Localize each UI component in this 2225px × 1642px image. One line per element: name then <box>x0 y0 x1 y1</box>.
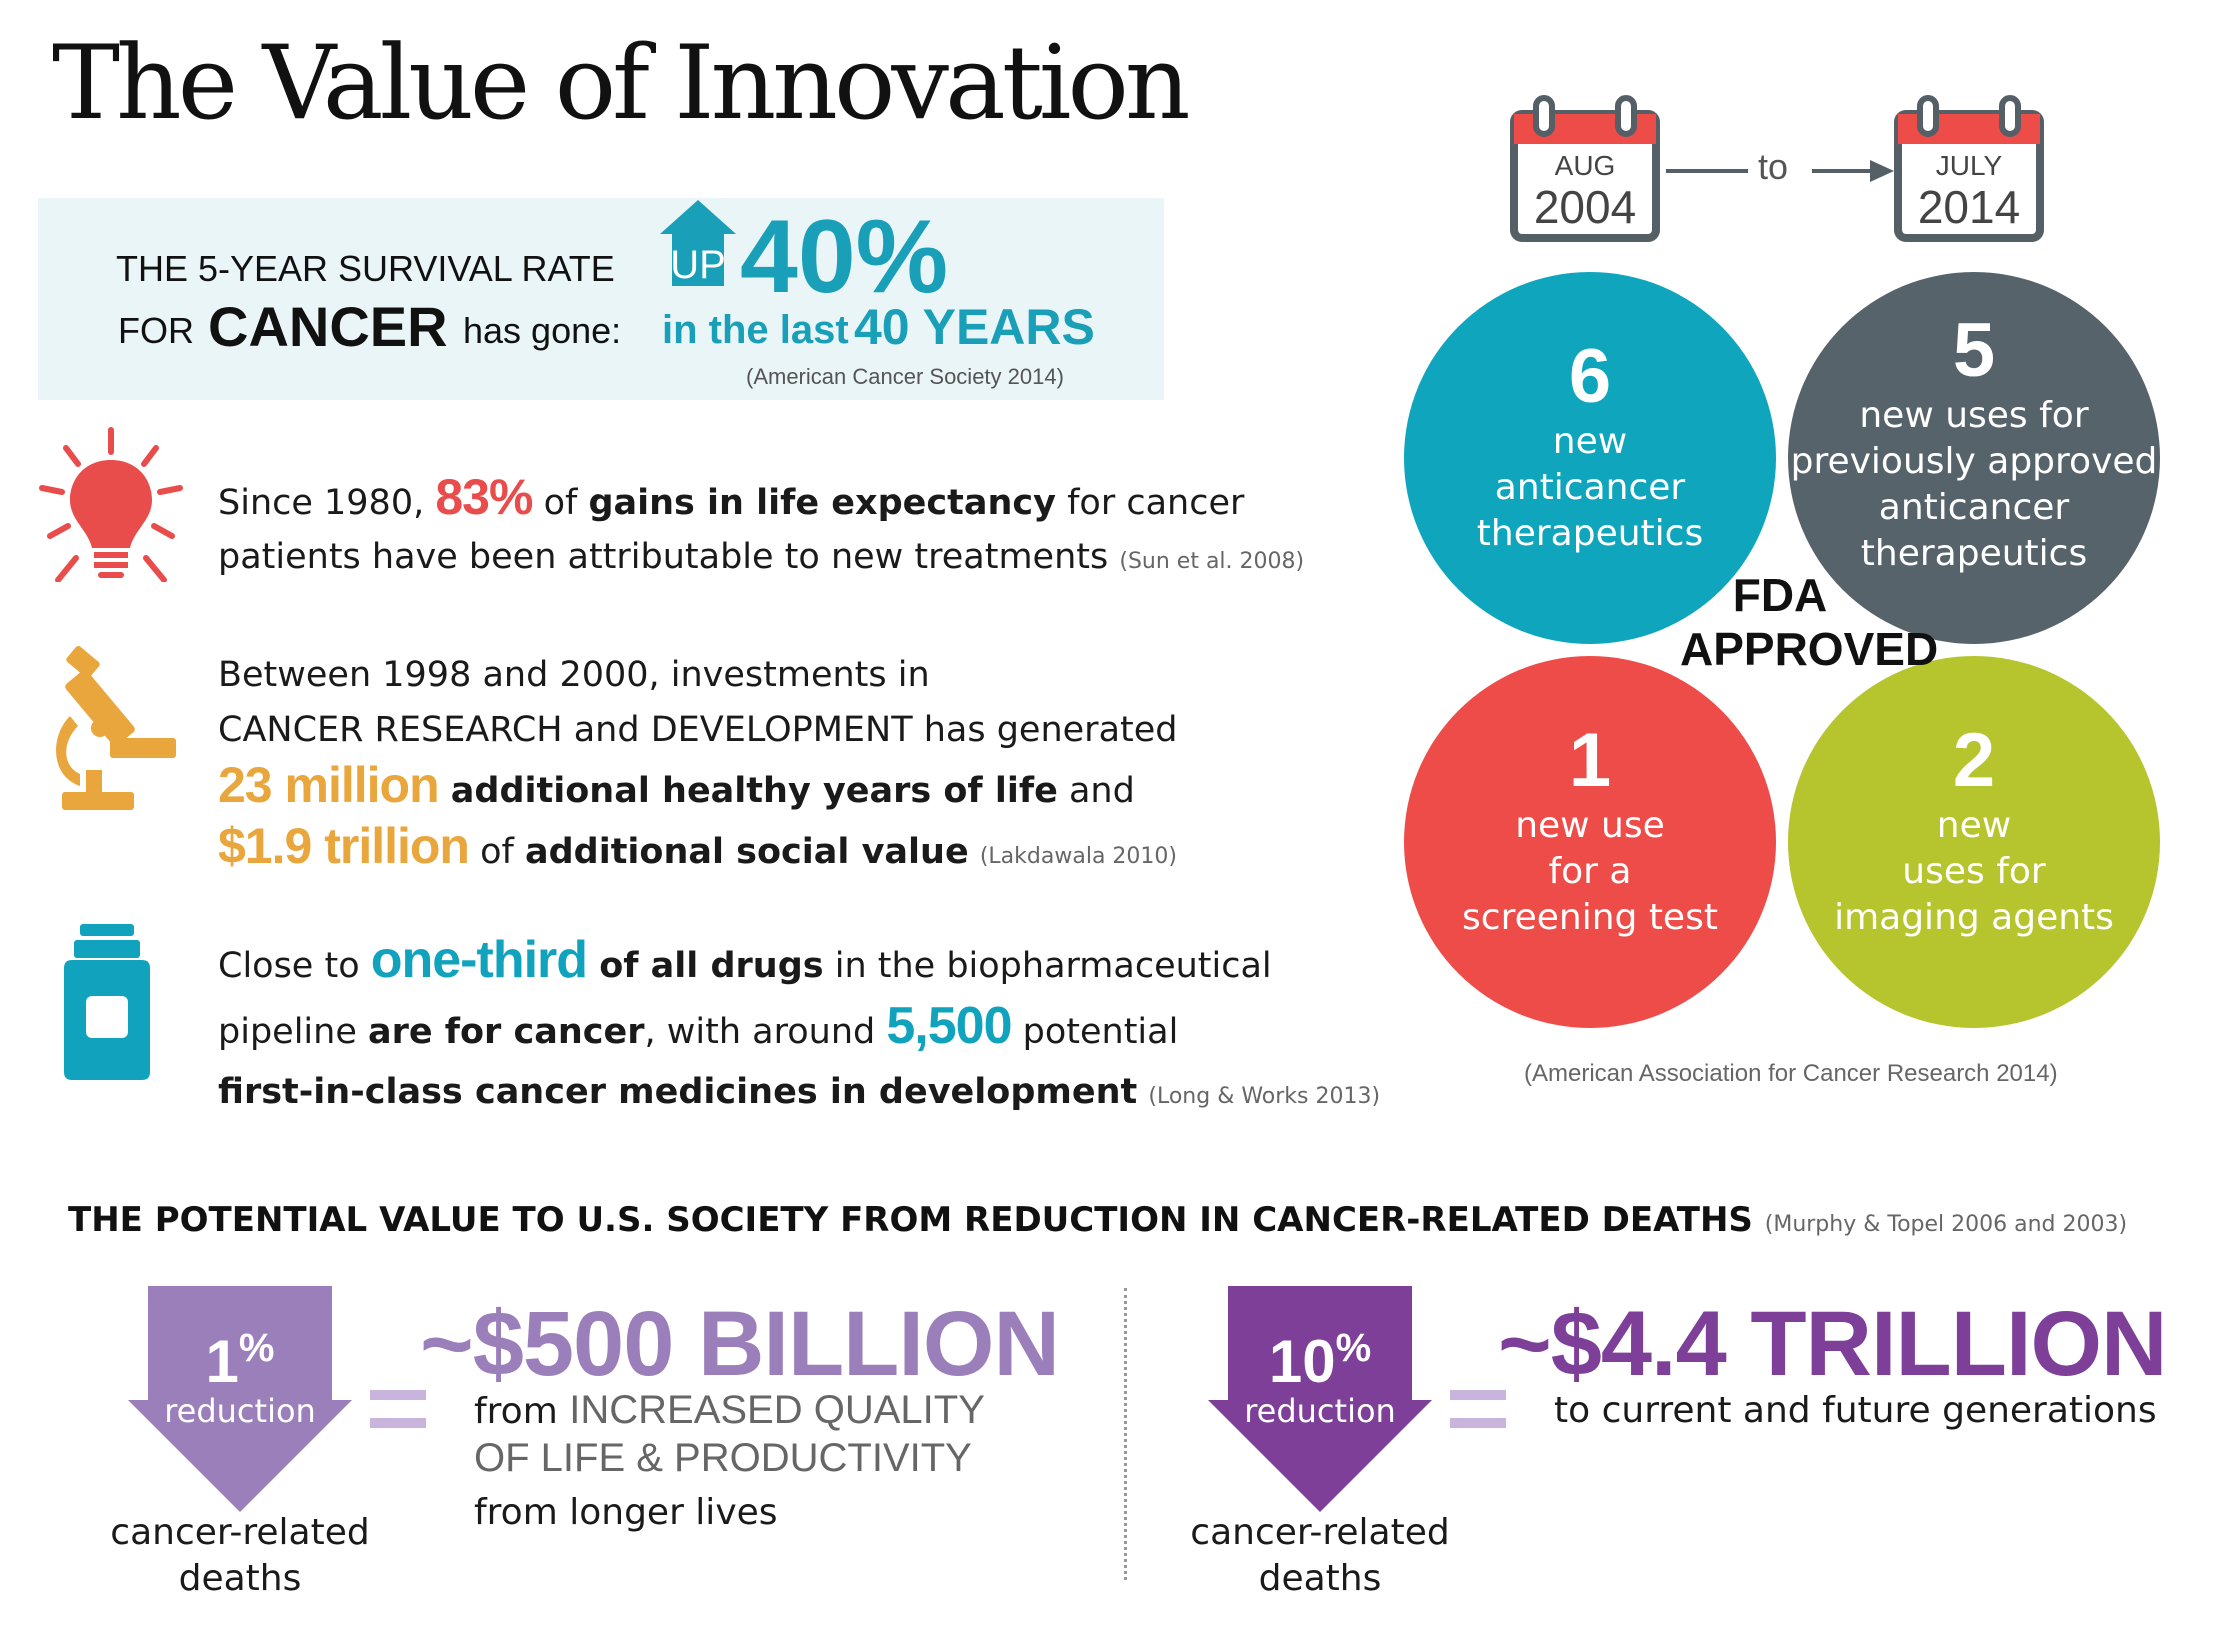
value-4-4-trillion: ~$4.4 TRILLION <box>1498 1293 2167 1395</box>
fda-circle-number: 5 <box>1952 308 1996 393</box>
value-500-line1a: from <box>474 1391 570 1432</box>
fact3-text-f: , with around <box>644 1012 887 1052</box>
reduction-10pct-label: reduction <box>1244 1392 1396 1430</box>
fact3-text-g: potential <box>1011 1012 1179 1052</box>
survival-has-gone-label: has gone: <box>463 310 622 351</box>
fact3-text-d: pipeline <box>218 1012 368 1052</box>
survival-years: 40 YEARS <box>854 299 1095 355</box>
fda-circle-number: 1 <box>1568 718 1612 803</box>
fda-circle-number: 6 <box>1568 334 1612 419</box>
equals-sign-bottom <box>1450 1418 1506 1428</box>
section-divider <box>1124 1288 1127 1580</box>
calendar-start-year: 2004 <box>1533 181 1637 233</box>
fda-circle-new-uses: 5 new uses for previously approved antic… <box>1788 272 2160 644</box>
fact1-text-a: Since 1980, <box>218 483 436 523</box>
fda-circle-description: new uses for previously approved antican… <box>1790 395 2158 574</box>
microscope-icon <box>56 646 176 810</box>
lightbulb-icon <box>39 427 183 582</box>
equals-sign-bottom <box>370 1418 426 1428</box>
down-arrow-1pct-icon <box>128 1286 352 1512</box>
fda-approved-label: FDA APPROVED <box>1680 569 1939 675</box>
fact3-text-e: are for cancer <box>367 1012 645 1052</box>
fact3-value-third: one-third <box>370 931 588 989</box>
fact1-text-d: for cancer <box>1055 483 1245 523</box>
fact3-text-c: in the biopharmaceutical <box>823 946 1272 986</box>
reduction-1pct-label: reduction <box>164 1392 316 1430</box>
page-title: The Value of Innovation <box>52 24 1191 143</box>
calendar-end-year: 2014 <box>1917 181 2021 233</box>
fact1-citation: (Sun et al. 2008) <box>1119 549 1305 574</box>
fact3-text-h: first-in-class cancer medicines in devel… <box>218 1072 1138 1112</box>
bottom-heading-text: THE POTENTIAL VALUE TO U.S. SOCIETY FROM… <box>68 1200 1753 1240</box>
value-500-line1: from INCREASED QUALITY <box>474 1388 985 1433</box>
fact1-text-c: gains in life expectancy <box>588 483 1056 523</box>
fact3-text-a: Close to <box>218 946 371 986</box>
fact1-text-e: patients have been attributable to new t… <box>218 537 1120 577</box>
survival-line-1: THE 5-YEAR SURVIVAL RATE <box>116 248 615 289</box>
reduction-1pct-value: 1% <box>145 1326 335 1396</box>
bottom-section-heading: THE POTENTIAL VALUE TO U.S. SOCIETY FROM… <box>68 1200 2127 1240</box>
fact-life-expectancy: Since 1980, 83% of gains in life expecta… <box>218 470 1304 589</box>
reduction-10pct-number: 10 <box>1268 1328 1336 1395</box>
up-arrow-icon: UP <box>660 200 736 287</box>
medicine-bottle-icon <box>64 924 150 1080</box>
value-500-line2: OF LIFE & PRODUCTIVITY <box>474 1436 972 1480</box>
fact-drug-pipeline: Close to one-third of all drugs in the b… <box>218 930 1380 1127</box>
survival-cancer-label: CANCER <box>208 295 448 358</box>
bottom-heading-citation: (Murphy & Topel 2006 and 2003) <box>1764 1212 2128 1237</box>
up-label: UP <box>670 243 726 287</box>
fact3-text-b: of all drugs <box>587 946 824 986</box>
fact2-line2: CANCER RESEARCH and DEVELOPMENT has gene… <box>218 710 1178 750</box>
reduction-1pct-sign: % <box>238 1326 275 1370</box>
value-4-4-line1: to current and future generations <box>1554 1390 2157 1431</box>
value-500-line1b: INCREASED QUALITY <box>569 1388 985 1432</box>
fda-circle-description: new uses for imaging agents <box>1834 805 2114 938</box>
fact2-value-trillion: $1.9 trillion <box>218 818 470 874</box>
survival-rate-panel: THE 5-YEAR SURVIVAL RATE FOR CANCER has … <box>38 198 1164 400</box>
down-arrow-10pct-icon <box>1208 1286 1432 1512</box>
fda-circle-new-therapeutics: 6 new anticancer therapeutics <box>1404 272 1776 644</box>
fda-circle-screening-test: 1 new use for a screening test <box>1404 656 1776 1028</box>
equals-sign-top <box>1450 1390 1506 1400</box>
value-500-line3: from longer lives <box>474 1492 778 1533</box>
calendar-start-month: AUG <box>1554 150 1616 181</box>
fact3-value-5500: 5,500 <box>886 997 1012 1055</box>
fact3-citation: (Long & Works 2013) <box>1148 1084 1381 1109</box>
survival-percent: 40% <box>740 199 949 315</box>
survival-in-the-last: in the last <box>662 308 849 352</box>
reduction-10pct-value: 10% <box>1225 1326 1415 1396</box>
fact1-text-b: of <box>532 483 589 523</box>
calendar-end-icon <box>1894 95 2044 242</box>
deaths-10pct-label: cancer-related deaths <box>1190 1512 1450 1599</box>
survival-for-label: FOR <box>118 310 194 351</box>
fda-circle-number: 2 <box>1952 718 1996 803</box>
fact2-text2a: of <box>468 832 525 872</box>
fda-circle-description: new use for a screening test <box>1462 805 1718 938</box>
fact2-text1: additional healthy years of life <box>438 771 1058 811</box>
fact2-text2: additional social value <box>524 832 969 872</box>
calendar-to-label: to <box>1758 146 1789 187</box>
calendar-end-month: JULY <box>1935 150 2003 181</box>
value-500-billion: ~$500 BILLION <box>420 1293 1060 1395</box>
fact2-line1: Between 1998 and 2000, investments in <box>218 655 930 695</box>
fact1-percent: 83% <box>435 469 533 525</box>
reduction-1pct-number: 1 <box>205 1328 239 1395</box>
equals-sign-top <box>370 1390 426 1400</box>
fda-circle-imaging-agents: 2 new uses for imaging agents <box>1788 656 2160 1028</box>
calendar-start-icon <box>1510 95 1660 242</box>
survival-citation: (American Cancer Society 2014) <box>746 364 1064 389</box>
fda-citation: (American Association for Cancer Researc… <box>1524 1060 2058 1087</box>
deaths-1pct-label: cancer-related deaths <box>110 1512 370 1599</box>
fact-research-investment: Between 1998 and 2000, investments in CA… <box>218 648 1178 884</box>
reduction-10pct-sign: % <box>1335 1326 1372 1370</box>
fda-circle-description: new anticancer therapeutics <box>1476 421 1704 554</box>
to-arrow-icon <box>1666 160 1894 182</box>
fact2-text1b: and <box>1057 771 1135 811</box>
fact2-value-years: 23 million <box>218 757 440 813</box>
fact2-citation: (Lakdawala 2010) <box>979 844 1177 869</box>
